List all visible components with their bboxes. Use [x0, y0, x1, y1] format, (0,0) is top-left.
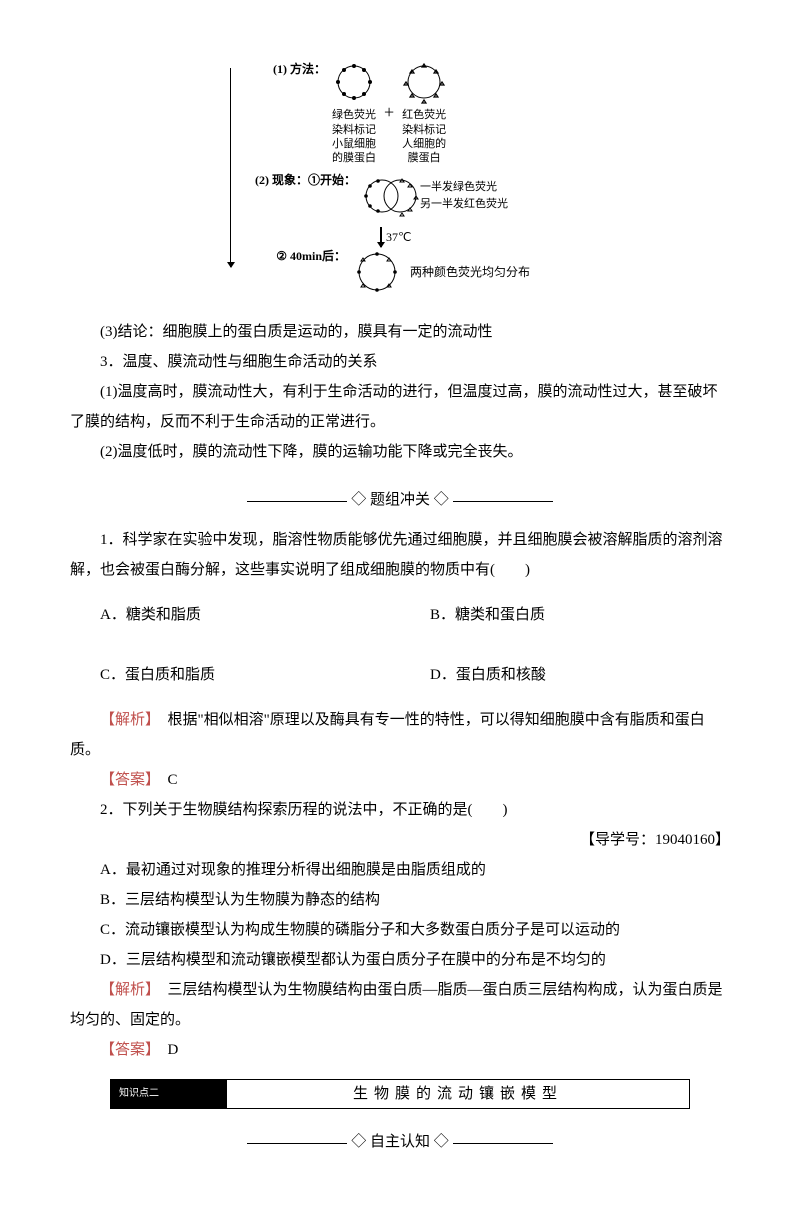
red-caption: 红色荧光 染料标记 人细胞的 膜蛋白: [402, 108, 446, 165]
answer-label-2: 【答案】: [100, 1042, 153, 1058]
answer-label: 【答案】: [100, 772, 153, 788]
q1-answer-text: C: [153, 772, 178, 788]
timeline-arrow: [230, 68, 231, 267]
analysis-label: 【解析】: [100, 712, 153, 728]
q2-stem: 2．下列关于生物膜结构探索历程的说法中，不正确的是( ): [70, 795, 730, 825]
divider-tizu: ◇ 题组冲关 ◇: [70, 485, 730, 515]
q1-stem: 1．科学家在实验中发现，脂溶性物质能够优先通过细胞膜，并且细胞膜会被溶解脂质的溶…: [70, 525, 730, 585]
q1-answer: 【答案】 C: [70, 765, 730, 795]
point3-sub1: (1)温度高时，膜流动性大，有利于生命活动的进行，但温度过高，膜的流动性过大，甚…: [70, 377, 730, 437]
phenomenon-label: (2) 现象：①开始：: [236, 171, 362, 189]
half-green-label: 一半发绿色荧光: [420, 179, 508, 197]
temp-arrow: [380, 227, 382, 247]
point3-sub2: (2)温度低时，膜的流动性下降，膜的运输功能下降或完全丧失。: [70, 437, 730, 467]
point3-heading: 3．温度、膜流动性与细胞生命活动的关系: [70, 347, 730, 377]
cell-green: 绿色荧光 染料标记 小鼠细胞 的膜蛋白: [332, 60, 376, 165]
green-caption: 绿色荧光 染料标记 小鼠细胞 的膜蛋白: [332, 108, 376, 165]
q2-optA: A．最初通过对现象的推理分析得出细胞膜是由脂质组成的: [70, 855, 730, 885]
section-banner: 知识点二 生物膜的流动镶嵌模型: [110, 1079, 690, 1109]
plus-sign: +: [384, 99, 394, 126]
q2-guide: 【导学号：19040160】: [70, 825, 730, 855]
mixed-label: 两种颜色荧光均匀分布: [410, 263, 530, 281]
q2-analysis-text: 三层结构模型认为生物膜结构由蛋白质—脂质—蛋白质三层结构构成，认为蛋白质是均匀的…: [70, 982, 723, 1028]
q2-optD: D．三层结构模型和流动镶嵌模型都认为蛋白质分子在膜中的分布是不均匀的: [70, 945, 730, 975]
q2-optB: B．三层结构模型认为生物膜为静态的结构: [70, 885, 730, 915]
q1-analysis: 【解析】 根据"相似相溶"原理以及酶具有专一性的特性，可以得知细胞膜中含有脂质和…: [70, 705, 730, 765]
q2-answer-text: D: [153, 1042, 179, 1058]
conclusion-text: (3)结论：细胞膜上的蛋白质是运动的，膜具有一定的流动性: [70, 317, 730, 347]
divider-tizu-text: ◇ 题组冲关 ◇: [351, 492, 449, 508]
method-label: (1) 方法：: [236, 60, 332, 78]
section-tab: 知识点二: [111, 1080, 227, 1108]
q1-optB: B．糖类和蛋白质: [400, 600, 730, 630]
q2-answer: 【答案】 D: [70, 1035, 730, 1065]
q1-optD: D．蛋白质和核酸: [400, 660, 730, 690]
q2-analysis: 【解析】 三层结构模型认为生物膜结构由蛋白质—脂质—蛋白质三层结构构成，认为蛋白…: [70, 975, 730, 1035]
q1-analysis-text: 根据"相似相溶"原理以及酶具有专一性的特性，可以得知细胞膜中含有脂质和蛋白质。: [70, 712, 705, 758]
fused-cell-start: [362, 171, 420, 221]
experiment-diagram: (1) 方法： 绿色荧光 染料标记 小鼠细胞 的膜蛋白 + 红色荧光 染料标记 …: [230, 60, 570, 297]
section-title: 生物膜的流动镶嵌模型: [227, 1080, 689, 1108]
analysis-label-2: 【解析】: [100, 982, 153, 998]
cell-red: 红色荧光 染料标记 人细胞的 膜蛋白: [402, 60, 446, 165]
half-red-label: 另一半发红色荧光: [420, 196, 508, 214]
q1-optA: A．糖类和脂质: [70, 600, 400, 630]
temp-label: 37℃: [386, 228, 411, 246]
q2-optC: C．流动镶嵌模型认为构成生物膜的磷脂分子和大多数蛋白质分子是可以运动的: [70, 915, 730, 945]
q1-optC: C．蛋白质和脂质: [70, 660, 400, 690]
divider-zizhu-text: ◇ 自主认知 ◇: [351, 1134, 449, 1150]
after-label: ② 40min后：: [236, 247, 352, 265]
fused-cell-end: [352, 247, 402, 297]
